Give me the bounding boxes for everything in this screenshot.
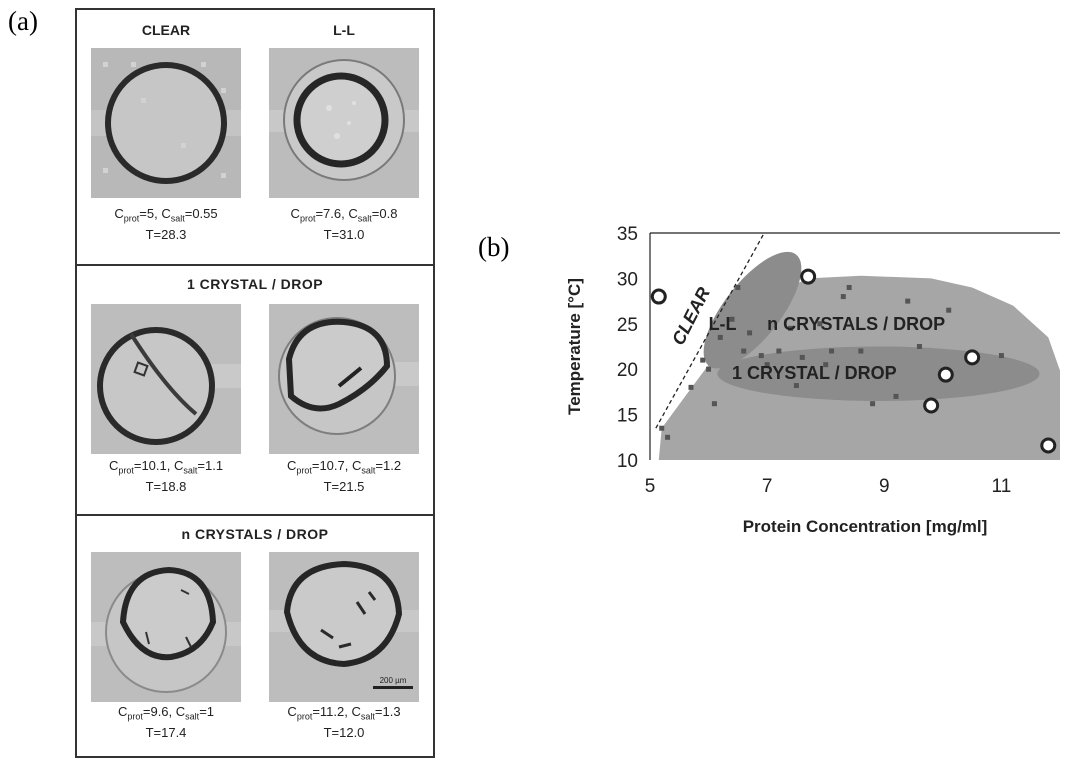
x-tick-label: 7 [762, 476, 773, 497]
data-point-small [793, 383, 799, 389]
section-title: n CRYSTALS / DROP [181, 526, 329, 542]
phase-diagram-chart: 10 15 20 25 30 35 5 7 9 11 Protein Concentration … [565, 224, 1060, 536]
data-point-small [764, 362, 770, 368]
data-point-small [829, 348, 835, 354]
data-point-small [916, 344, 922, 349]
y-tick-label: 35 [617, 224, 638, 245]
caption: Cprot=10.7, Csalt=1.2 T=21.5 [286, 458, 402, 494]
data-point-large [1040, 437, 1057, 454]
x-tick-label: 5 [645, 476, 656, 497]
cell-clear: CLEAR Cprot=5, Csalt=0.55 T=28.3 [77, 10, 255, 266]
data-point-small [747, 330, 753, 336]
data-point-small [711, 401, 717, 407]
data-point-small [659, 425, 665, 431]
y-tick-label: 10 [617, 451, 638, 472]
data-point-small [846, 284, 852, 290]
cell-1crystal-a: Cprot=10.1, Csalt=1.1 T=18.8 [77, 266, 255, 516]
data-point-small [688, 384, 694, 390]
data-point-small [799, 354, 805, 360]
panel-a-label: (a) [8, 6, 38, 36]
section-clear-ll: CLEAR Cprot=5, Csalt=0.55 T=28.3 L-L [77, 10, 433, 266]
cell-ncrystals-a: Cprot=9.6, Csalt=1 T=17.4 [77, 516, 255, 756]
data-point-small [758, 353, 764, 359]
data-point-small [706, 366, 712, 372]
data-point-small [946, 307, 952, 313]
data-point-small [817, 321, 823, 327]
y-tick-label: 20 [617, 360, 638, 381]
micrograph-grid: CLEAR Cprot=5, Csalt=0.55 T=28.3 L-L [75, 8, 435, 758]
cell-ll: L-L Cprot=7.6, Csalt=0.8 T=31.0 [255, 10, 433, 266]
data-point-large [923, 397, 940, 414]
caption: Cprot=7.6, Csalt=0.8 T=31.0 [290, 206, 398, 242]
data-point-small [840, 294, 846, 300]
data-point-large [650, 288, 667, 305]
data-point-small [729, 316, 735, 322]
data-point-large [800, 268, 817, 285]
data-point-large [937, 366, 954, 383]
droplet-image-1crystal-a [91, 304, 241, 454]
cell-ncrystals-b: 200 µm Cprot=11.2, Csalt=1.3 T=12.0 [255, 516, 433, 756]
y-tick-label: 25 [617, 315, 638, 336]
caption: Cprot=11.2, Csalt=1.3 T=12.0 [287, 704, 401, 740]
droplet-image-ncrystals-a [91, 552, 241, 702]
droplet-image-ncrystals-b: 200 µm [269, 552, 419, 702]
caption: Cprot=9.6, Csalt=1 T=17.4 [117, 704, 215, 740]
droplet-image-clear [91, 48, 241, 198]
cell-1crystal-b: Cprot=10.7, Csalt=1.2 T=21.5 [255, 266, 433, 516]
section-n-crystals: n CRYSTALS / DROP Cprot=9.6, Csalt=1 T=1… [77, 516, 433, 756]
cell-title: CLEAR [141, 22, 191, 38]
data-point-small [788, 325, 794, 331]
axes: 10 15 20 25 30 35 5 7 9 11 [617, 224, 1060, 497]
data-point-small [858, 348, 864, 354]
scale-bar-label: 200 µm [380, 676, 407, 685]
section-1-crystal: 1 CRYSTAL / DROP Cprot=10.1, Csalt=1.1 T… [77, 266, 433, 516]
panel-b-label: (b) [478, 232, 510, 262]
region-label-1-crystal: 1 CRYSTAL / DROP [732, 363, 897, 383]
data-point-small [870, 401, 876, 407]
x-axis-label: Protein Concentration [mg/ml] [743, 517, 988, 536]
region-ll [703, 251, 802, 369]
y-tick-label: 30 [617, 269, 638, 290]
y-tick-label: 15 [617, 406, 638, 427]
data-point-small [776, 348, 782, 354]
clear-boundary-line [655, 232, 765, 429]
x-tick-label: 9 [879, 476, 890, 497]
region-label-ll: L-L [709, 314, 737, 334]
data-point-small [665, 434, 671, 440]
data-point-large [964, 349, 981, 366]
droplet-image-ll [269, 48, 419, 198]
data-point-small [700, 357, 706, 363]
cell-title: L-L [333, 22, 355, 38]
region-label-n-crystals: n CRYSTALS / DROP [767, 314, 945, 334]
data-point-small [998, 353, 1004, 359]
caption: Cprot=5, Csalt=0.55 T=28.3 [114, 206, 218, 242]
phase-regions [655, 232, 1060, 460]
caption: Cprot=10.1, Csalt=1.1 T=18.8 [108, 458, 224, 494]
data-point-small [717, 334, 723, 340]
section-title: 1 CRYSTAL / DROP [186, 276, 324, 292]
data-point-small [893, 393, 899, 399]
data-point-small [741, 348, 747, 354]
data-point-small [905, 298, 911, 304]
x-tick-label: 11 [992, 476, 1012, 497]
data-points [650, 268, 1057, 454]
data-point-small [735, 284, 741, 290]
y-axis-label: Temperature [°C] [565, 278, 584, 415]
data-point-small [823, 362, 829, 368]
droplet-image-1crystal-b [269, 304, 419, 454]
